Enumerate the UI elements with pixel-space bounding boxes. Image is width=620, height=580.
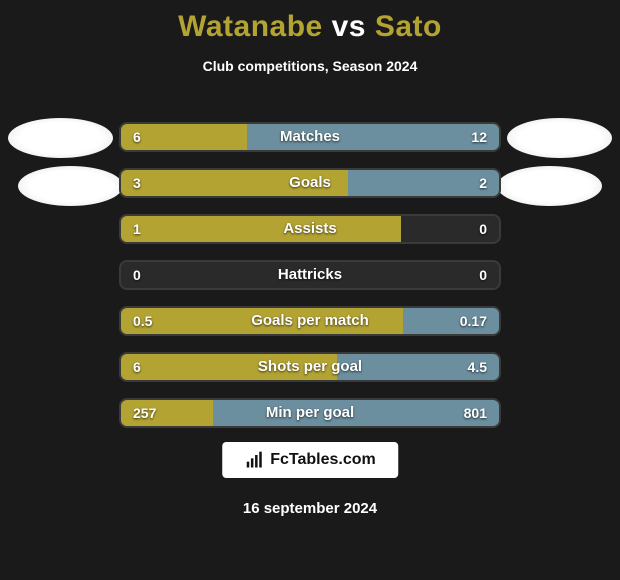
avatar-player1-shadow — [18, 166, 123, 206]
stat-row: 32Goals — [119, 168, 501, 198]
chart-icon — [244, 450, 264, 470]
page-title: Watanabe vs Sato — [0, 0, 620, 44]
stat-label: Shots per goal — [121, 354, 499, 380]
avatar-player1 — [8, 118, 113, 158]
title-player2: Sato — [375, 10, 442, 43]
stat-row: 64.5Shots per goal — [119, 352, 501, 382]
stat-row: 10Assists — [119, 214, 501, 244]
stat-row: 00Hattricks — [119, 260, 501, 290]
stat-rows: 612Matches 32Goals 10Assists 00Hattricks 0.5… — [119, 122, 501, 444]
title-vs: vs — [332, 10, 366, 43]
brand-text: FcTables.com — [270, 451, 376, 469]
avatar-player2-shadow — [497, 166, 602, 206]
stat-label: Goals — [121, 170, 499, 196]
stat-row: 0.50.17Goals per match — [119, 306, 501, 336]
subtitle: Club competitions, Season 2024 — [0, 58, 620, 74]
stat-row: 257801Min per goal — [119, 398, 501, 428]
stat-label: Hattricks — [121, 262, 499, 288]
footer-date: 16 september 2024 — [0, 500, 620, 517]
avatar-player2 — [507, 118, 612, 158]
stat-label: Min per goal — [121, 400, 499, 426]
stat-row: 612Matches — [119, 122, 501, 152]
title-player1: Watanabe — [178, 10, 323, 43]
stat-label: Matches — [121, 124, 499, 150]
stat-label: Assists — [121, 216, 499, 242]
stat-label: Goals per match — [121, 308, 499, 334]
brand-badge: FcTables.com — [222, 442, 398, 478]
